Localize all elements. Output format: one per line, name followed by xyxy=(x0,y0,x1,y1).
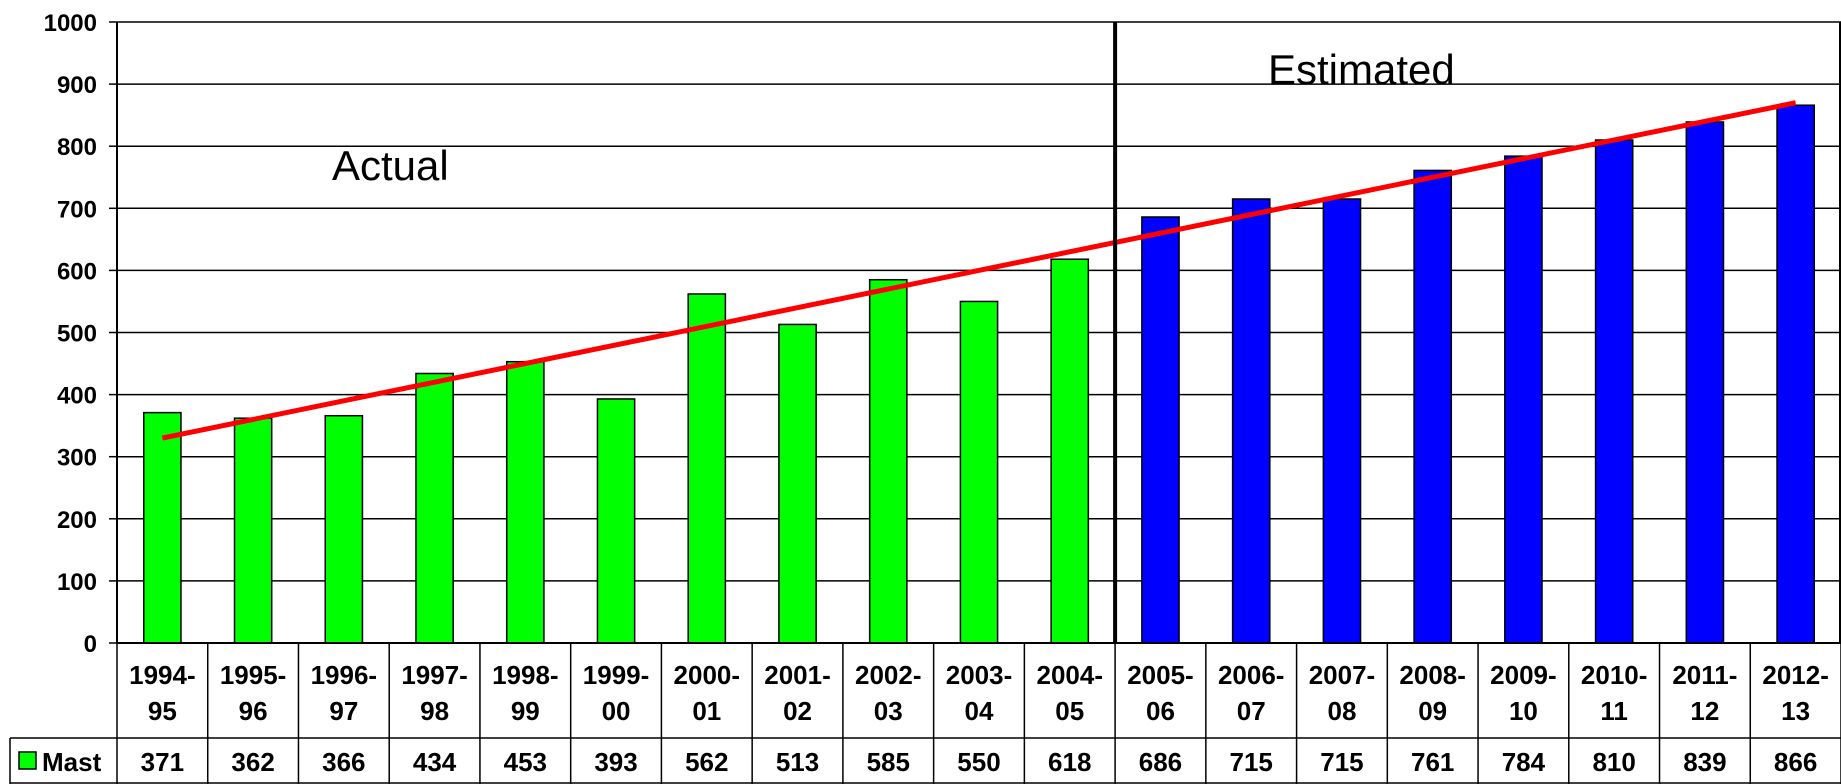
data-label: 362 xyxy=(231,747,274,777)
bar-2003-04 xyxy=(959,300,999,644)
x-tick-label: 1995- xyxy=(220,660,287,690)
y-tick-label: 200 xyxy=(57,507,97,534)
bar-2006-07 xyxy=(1231,198,1271,644)
x-tick-label: 2003- xyxy=(946,660,1013,690)
axes xyxy=(116,22,1841,644)
x-tick-label: 03 xyxy=(874,696,903,726)
x-tick-label: 95 xyxy=(148,696,177,726)
x-tick-label: 04 xyxy=(965,696,994,726)
y-tick-label: 900 xyxy=(57,72,97,99)
x-tick-label: 97 xyxy=(329,696,358,726)
bar-2000-01 xyxy=(687,293,727,644)
y-tick-label: 600 xyxy=(57,258,97,285)
bar-2009-10 xyxy=(1504,155,1543,644)
data-label: 810 xyxy=(1592,747,1635,777)
bar-2012-13 xyxy=(1776,104,1815,644)
bar-1999-00 xyxy=(596,398,636,644)
data-label: 761 xyxy=(1411,747,1454,777)
bar-2004-05 xyxy=(1050,258,1090,644)
data-label: 366 xyxy=(322,747,365,777)
x-tick-label: 96 xyxy=(239,696,268,726)
x-tick-label: 2000- xyxy=(674,660,741,690)
trendline-line xyxy=(161,100,1797,441)
data-label: 715 xyxy=(1230,747,1273,777)
x-tick-label: 2008- xyxy=(1399,660,1466,690)
data-table: 1994- 95 371 1995- 96 362 1996- 97 366 1997- 98 434… xyxy=(9,643,1841,784)
y-tick-label: 1000 xyxy=(44,10,97,37)
y-tick-label: 300 xyxy=(57,445,97,472)
annotation-estimated: Estimated xyxy=(1268,46,1455,93)
data-label: 562 xyxy=(685,747,728,777)
data-label: 585 xyxy=(867,747,910,777)
x-tick-label: 2012- xyxy=(1762,660,1829,690)
legend-swatch xyxy=(18,751,37,770)
bar-1998-99 xyxy=(505,360,545,644)
data-label: 513 xyxy=(776,747,819,777)
data-label: 866 xyxy=(1774,747,1817,777)
data-label: 784 xyxy=(1502,747,1546,777)
x-tick-label: 1997- xyxy=(401,660,468,690)
x-tick-label: 10 xyxy=(1509,696,1538,726)
x-tick-label: 2006- xyxy=(1218,660,1285,690)
data-label: 434 xyxy=(413,747,457,777)
bar-2011-12 xyxy=(1685,121,1725,644)
x-tick-label: 2009- xyxy=(1490,660,1557,690)
x-tick-label: 2004- xyxy=(1036,660,1103,690)
data-label: 550 xyxy=(957,747,1000,777)
x-tick-label: 00 xyxy=(602,696,631,726)
y-axis-tick-labels: 0 100 200 300 400 500 600 700 800 900 1000 xyxy=(44,10,97,658)
x-tick-label: 2011- xyxy=(1672,660,1737,690)
x-tick-label: 1996- xyxy=(311,660,378,690)
x-tick-label: 2002- xyxy=(855,660,922,690)
bar-1997-98 xyxy=(415,372,454,644)
bar-2010-11 xyxy=(1594,139,1634,644)
x-tick-label: 1998- xyxy=(492,660,559,690)
bar-2005-06 xyxy=(1141,216,1180,644)
x-tick-label: 06 xyxy=(1146,696,1175,726)
bar-1994-95 xyxy=(143,411,182,644)
x-tick-label: 09 xyxy=(1418,696,1447,726)
bar-1996-97 xyxy=(324,414,364,644)
x-tick-label: 98 xyxy=(420,696,449,726)
y-tick-label: 700 xyxy=(57,196,97,223)
x-tick-label: 08 xyxy=(1327,696,1356,726)
data-label: 618 xyxy=(1048,747,1091,777)
x-tick-label: 02 xyxy=(783,696,812,726)
bar-2008-09 xyxy=(1413,169,1453,644)
x-tick-label: 11 xyxy=(1600,696,1628,726)
x-tick-label: 05 xyxy=(1055,696,1084,726)
bar-2007-08 xyxy=(1322,198,1362,644)
data-label: 715 xyxy=(1320,747,1363,777)
x-tick-label: 2001- xyxy=(764,660,831,690)
x-tick-label: 2010- xyxy=(1581,660,1648,690)
x-tick-label: 01 xyxy=(692,696,721,726)
x-tick-label: 12 xyxy=(1690,696,1719,726)
data-label: 393 xyxy=(594,747,637,777)
x-tick-label: 1994- xyxy=(129,660,196,690)
legend-label: Mast xyxy=(42,747,102,777)
bars xyxy=(143,104,1815,644)
y-tick-label: 100 xyxy=(57,569,97,596)
x-tick-label: 07 xyxy=(1237,696,1266,726)
annotations: Actual Estimated xyxy=(332,46,1455,189)
bar-2002-03 xyxy=(868,278,908,644)
y-tick-label: 500 xyxy=(57,321,97,348)
bar-2001-02 xyxy=(778,323,817,644)
x-tick-label: 1999- xyxy=(583,660,650,690)
x-tick-label: 2005- xyxy=(1127,660,1194,690)
y-tick-label: 400 xyxy=(57,383,97,410)
x-tick-label: 2007- xyxy=(1309,660,1376,690)
bar-1995-96 xyxy=(233,417,273,644)
data-label: 686 xyxy=(1139,747,1182,777)
trendline xyxy=(161,100,1797,441)
x-tick-label: 99 xyxy=(511,696,540,726)
data-label: 839 xyxy=(1683,747,1726,777)
annotation-actual: Actual xyxy=(332,142,449,189)
data-label: 371 xyxy=(141,747,184,777)
y-tick-label: 0 xyxy=(84,631,97,658)
x-tick-label: 13 xyxy=(1781,696,1810,726)
y-tick-label: 800 xyxy=(57,134,97,161)
data-label: 453 xyxy=(504,747,547,777)
